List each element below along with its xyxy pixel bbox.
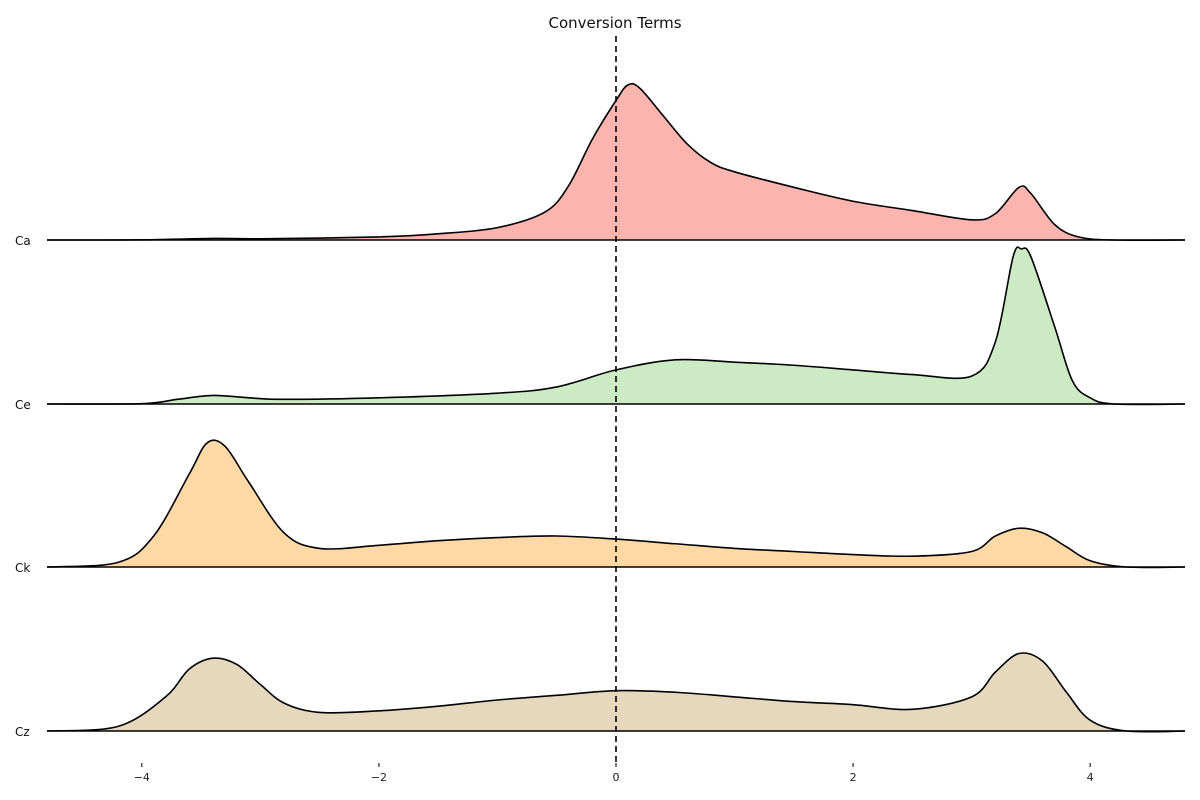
x-tick-label: −4 [134,771,150,784]
x-axis: −4 −2 0 2 4 [134,763,1094,784]
ridge-ce [46,246,1186,406]
ridge-area-cz [47,652,1185,732]
x-tick-label: −2 [371,771,387,784]
category-labels: Ca Ce Ck Cz [15,234,31,739]
chart-title: Conversion Terms [548,14,681,32]
ridge-outline-ca [46,82,1186,242]
category-label-ck: Ck [15,561,30,575]
ridge-area-ce [47,247,1185,405]
category-label-ce: Ce [15,398,31,412]
x-tick-label: 2 [850,771,857,784]
ridge-outline-ce [46,246,1186,406]
x-tick-label: 4 [1087,771,1094,784]
x-tick-label: 0 [613,771,620,784]
category-label-cz: Cz [15,725,30,739]
category-label-ca: Ca [15,234,31,248]
ridge-area-ck [47,440,1185,568]
